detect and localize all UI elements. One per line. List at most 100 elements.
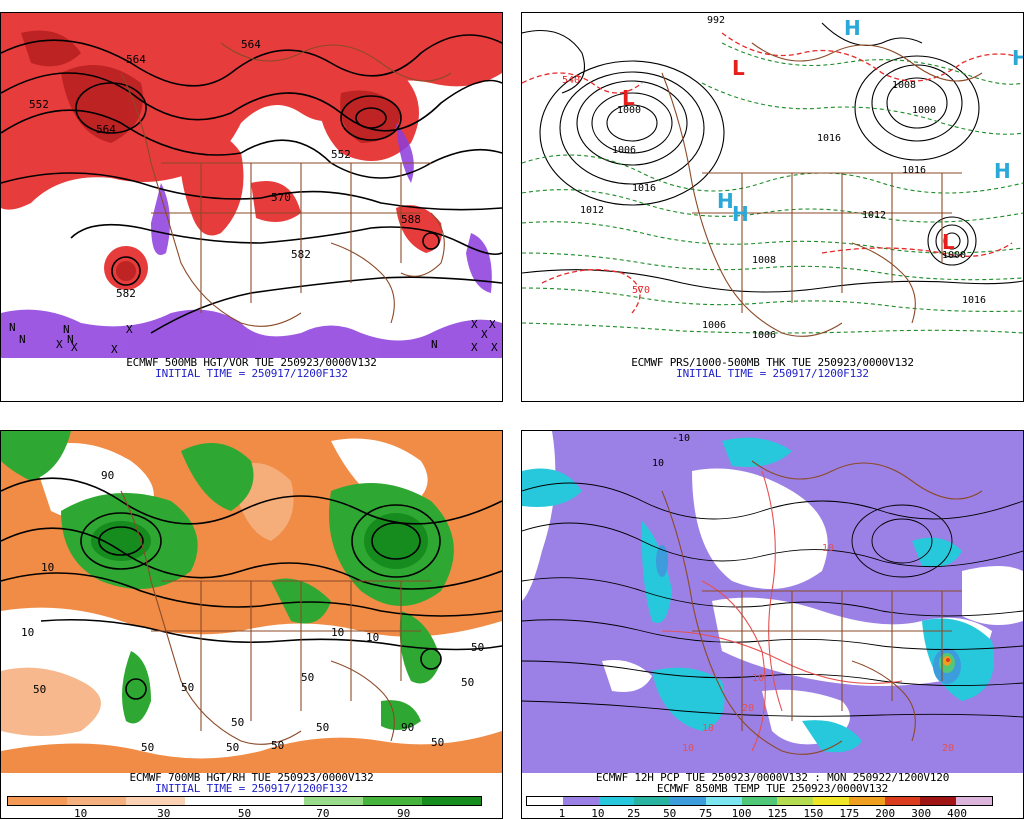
legend-tick-label: 300 bbox=[911, 807, 932, 820]
legend-tick-label: 70 bbox=[316, 807, 330, 820]
geographic-boundaries bbox=[661, 460, 983, 755]
rh-label: 10 bbox=[366, 631, 379, 644]
legend-swatch bbox=[185, 797, 245, 805]
rh-label: 50 bbox=[431, 736, 444, 749]
legend-tick-label: 200 bbox=[875, 807, 896, 820]
temperature-label: 10 bbox=[652, 458, 664, 469]
contour-label: 564 bbox=[241, 38, 261, 51]
rh-label: 50 bbox=[316, 721, 329, 734]
rh-label: 10 bbox=[41, 561, 54, 574]
legend-swatch bbox=[705, 797, 742, 805]
panel-mslp-thickness: 992 540 1000 1006 1012 1016 1000 1016 10… bbox=[521, 12, 1024, 402]
rh-label: 90 bbox=[401, 721, 414, 734]
thickness-contours-cold bbox=[522, 42, 1023, 334]
legend-tick-label: 50 bbox=[663, 807, 677, 820]
legend-swatch bbox=[598, 797, 635, 805]
low-pressure-marker: L bbox=[942, 230, 955, 254]
contour-label: 582 bbox=[116, 287, 136, 300]
isobar-label: 1000 bbox=[942, 250, 966, 261]
min-marker: N bbox=[19, 333, 26, 346]
caption-initial-time: INITIAL TIME = 250917/1200F132 bbox=[155, 782, 348, 795]
isobar-label: 1008 bbox=[892, 80, 916, 91]
legend-swatch bbox=[126, 797, 186, 805]
rh-label: 10 bbox=[21, 626, 34, 639]
isobar-label: 1006 bbox=[702, 320, 726, 331]
contour-label: 564 bbox=[96, 123, 116, 136]
min-marker: X bbox=[491, 341, 498, 354]
min-marker: X bbox=[56, 338, 63, 351]
legend-swatch bbox=[777, 797, 814, 805]
caption-initial-time: INITIAL TIME = 250917/1200F132 bbox=[155, 367, 348, 380]
isobar-label: 1016 bbox=[962, 295, 986, 306]
isobar-label: 570 bbox=[632, 285, 650, 296]
rh-label: 50 bbox=[226, 741, 239, 754]
precip-color-legend bbox=[526, 796, 993, 806]
contour-label: 570 bbox=[271, 191, 291, 204]
isobar-label: 1000 bbox=[617, 105, 641, 116]
legend-tick-label: 25 bbox=[627, 807, 641, 820]
contour-label: 582 bbox=[291, 248, 311, 261]
temperature-label: 10 bbox=[702, 723, 714, 734]
isobar-label: 1016 bbox=[817, 133, 841, 144]
legend-swatch bbox=[244, 797, 304, 805]
min-marker: X bbox=[111, 343, 118, 356]
rh-label: 50 bbox=[301, 671, 314, 684]
min-marker: X bbox=[481, 328, 488, 341]
isobar-label: 1006 bbox=[752, 330, 776, 341]
min-marker: N bbox=[67, 333, 74, 346]
legend-swatch bbox=[8, 797, 68, 805]
isobar-label: 1000 bbox=[912, 105, 936, 116]
min-marker: X bbox=[471, 341, 478, 354]
map-500mb-vorticity: 552 564 564 552 564 570 582 582 588 N N … bbox=[1, 13, 502, 358]
precip-legend-ticks: 1 10 25 50 75 100 125 150 175 200 300 400 bbox=[526, 807, 993, 820]
panel-500mb-vorticity: 552 564 564 552 564 570 582 582 588 N N … bbox=[0, 12, 503, 402]
legend-tick-label: 150 bbox=[803, 807, 824, 820]
thickness-contours-warm bbox=[522, 32, 1023, 314]
min-marker: X bbox=[489, 318, 496, 331]
temperature-contours bbox=[522, 482, 1023, 718]
caption-precip-product: ECMWF 12H PCP TUE 250923/0000V132 : MON … bbox=[595, 771, 950, 784]
contour-label: 564 bbox=[126, 53, 146, 66]
temperature-label: 20 bbox=[942, 743, 954, 754]
high-pressure-marker: H bbox=[844, 16, 861, 40]
map-precip-850mb-temp: -10 10 10 10 20 20 10 10 bbox=[522, 431, 1023, 773]
rh-label: 50 bbox=[461, 676, 474, 689]
temperature-label: 10 bbox=[682, 743, 694, 754]
rh-legend-ticks: 10 30 50 70 90 bbox=[7, 807, 482, 820]
low-pressure-marker: L bbox=[622, 86, 635, 110]
legend-swatch bbox=[634, 797, 671, 805]
isobars bbox=[522, 22, 1023, 293]
high-pressure-marker: H bbox=[732, 202, 749, 226]
height-contours bbox=[1, 34, 502, 334]
legend-swatch bbox=[303, 797, 363, 805]
legend-tick-label: 400 bbox=[947, 807, 967, 820]
isobar-label: 1006 bbox=[612, 145, 636, 156]
legend-tick-label: 10 bbox=[74, 807, 88, 820]
rh-label: 10 bbox=[331, 626, 344, 639]
legend-tick-label: 90 bbox=[397, 807, 411, 820]
rh-label: 50 bbox=[33, 683, 46, 696]
isobar-label: 1008 bbox=[752, 255, 776, 266]
legend-swatch bbox=[362, 797, 422, 805]
map-mslp-thickness: 992 540 1000 1006 1012 1016 1000 1016 10… bbox=[522, 13, 1023, 358]
caption-initial-time: INITIAL TIME = 250917/1200F132 bbox=[676, 367, 869, 380]
min-marker: X bbox=[471, 318, 478, 331]
isobar-label: 1016 bbox=[902, 165, 926, 176]
min-marker: N bbox=[63, 323, 70, 336]
high-pressure-marker: H bbox=[1012, 46, 1023, 70]
legend-swatch bbox=[848, 797, 885, 805]
legend-swatch bbox=[562, 797, 599, 805]
caption-temp-product: ECMWF 850MB TEMP TUE 250923/0000V132 bbox=[656, 782, 889, 795]
temperature-label: 10 bbox=[752, 673, 764, 684]
isobar-label: 540 bbox=[562, 75, 580, 86]
caption-product: ECMWF 700MB HGT/RH TUE 250923/0000V132 bbox=[129, 771, 374, 784]
temperature-label: 10 bbox=[822, 543, 834, 554]
legend-tick-label: 1 bbox=[558, 807, 566, 820]
legend-swatch bbox=[884, 797, 921, 805]
caption-product: ECMWF PRS/1000-500MB THK TUE 250923/0000… bbox=[631, 356, 914, 369]
legend-swatch bbox=[920, 797, 957, 805]
contour-label: 552 bbox=[331, 148, 351, 161]
temperature-label: -10 bbox=[672, 433, 690, 444]
contour-label: 588 bbox=[401, 213, 421, 226]
high-pressure-marker: H bbox=[717, 189, 734, 213]
